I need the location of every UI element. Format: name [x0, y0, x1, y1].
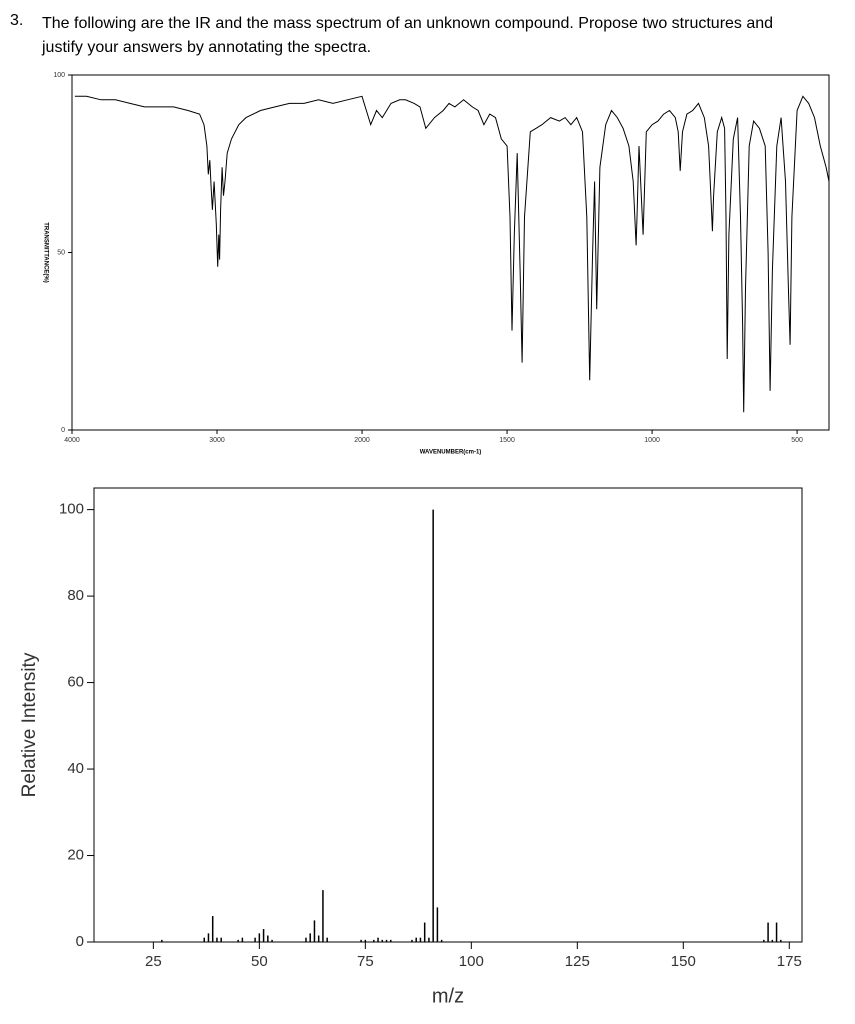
- y-tick-label: 100: [59, 501, 84, 518]
- question-text: The following are the IR and the mass sp…: [42, 15, 774, 56]
- x-axis-label: m/z: [432, 985, 464, 1007]
- x-tick-label: 3000: [209, 437, 225, 444]
- question-number: 3.: [10, 12, 24, 29]
- x-tick-label: 100: [459, 953, 484, 970]
- y-tick-label: 40: [67, 760, 84, 777]
- y-tick-label: 100: [53, 72, 65, 79]
- x-tick-label: 1000: [644, 437, 660, 444]
- x-tick-label: 4000: [64, 437, 80, 444]
- x-tick-label: 1500: [499, 437, 515, 444]
- x-tick-label: 25: [145, 953, 162, 970]
- y-tick-label: 60: [67, 674, 84, 691]
- y-axis-label: TRANSMITTANCE(%): [42, 222, 48, 283]
- y-tick-label: 20: [67, 846, 84, 863]
- x-tick-label: 150: [671, 953, 696, 970]
- x-tick-label: 125: [565, 953, 590, 970]
- plot-frame: [71, 74, 830, 431]
- x-tick-label: 50: [251, 953, 268, 970]
- x-tick-label: 2000: [354, 437, 370, 444]
- x-tick-label: 500: [791, 437, 803, 444]
- y-tick-label: 0: [76, 933, 84, 950]
- y-axis-label: Relative Intensity: [19, 652, 40, 797]
- y-tick-label: 50: [57, 249, 65, 256]
- x-tick-label: 75: [357, 953, 374, 970]
- ir-trace: [74, 95, 830, 413]
- x-axis-label: WAVENUMBER(cm-1): [420, 450, 482, 456]
- y-tick-label: 0: [61, 427, 65, 434]
- y-tick-label: 80: [67, 587, 84, 604]
- x-tick-label: 175: [777, 953, 802, 970]
- plot-frame: [93, 487, 803, 943]
